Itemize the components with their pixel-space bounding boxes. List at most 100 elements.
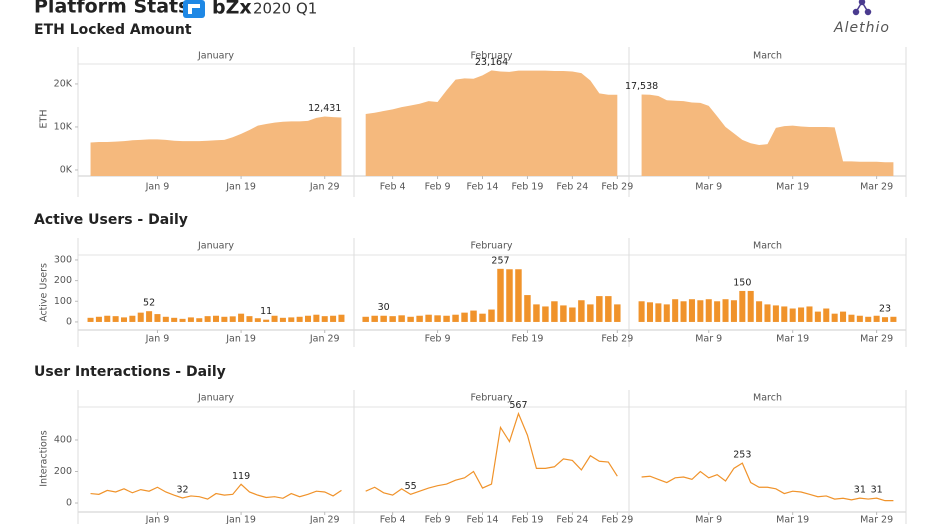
bar bbox=[434, 315, 441, 322]
data-label: 257 bbox=[491, 255, 509, 266]
y-tick-label: 200 bbox=[54, 466, 72, 477]
bar bbox=[560, 305, 567, 322]
bar bbox=[524, 295, 531, 322]
y-axis-label: Active Users bbox=[39, 263, 50, 322]
bar bbox=[338, 314, 345, 322]
bar bbox=[506, 269, 513, 322]
area bbox=[90, 116, 342, 176]
bar bbox=[304, 315, 312, 322]
bar bbox=[288, 317, 295, 322]
bar bbox=[806, 306, 813, 322]
line bbox=[641, 462, 894, 502]
bar bbox=[890, 316, 897, 322]
bar bbox=[497, 268, 504, 322]
chart-title: Active Users - Daily bbox=[34, 212, 188, 228]
bar bbox=[848, 314, 855, 322]
page-title: Platform Stats bbox=[34, 0, 189, 18]
brand-name: Alethio bbox=[833, 20, 890, 36]
bar bbox=[279, 317, 286, 322]
x-tick-label: Feb 9 bbox=[425, 334, 451, 345]
x-tick-label: Feb 19 bbox=[511, 334, 543, 345]
x-tick-label: Feb 24 bbox=[556, 182, 588, 193]
bar bbox=[638, 301, 645, 322]
y-tick-label: 0 bbox=[66, 316, 72, 327]
bar bbox=[380, 315, 387, 322]
bar bbox=[614, 304, 621, 322]
line bbox=[90, 483, 342, 500]
bar bbox=[212, 315, 220, 322]
bar bbox=[254, 318, 261, 322]
bar bbox=[137, 312, 144, 322]
bar bbox=[271, 315, 278, 322]
bar bbox=[246, 316, 253, 322]
bar bbox=[756, 301, 763, 322]
bar bbox=[587, 304, 594, 322]
bar bbox=[416, 315, 423, 322]
data-label: 253 bbox=[733, 450, 751, 461]
bar bbox=[663, 304, 670, 322]
bar bbox=[479, 313, 486, 322]
x-tick-label: Feb 14 bbox=[467, 515, 499, 524]
x-tick-label: Feb 29 bbox=[601, 334, 633, 345]
bar bbox=[87, 317, 94, 322]
bar bbox=[542, 306, 549, 322]
bar bbox=[873, 315, 880, 322]
bar bbox=[655, 303, 662, 322]
data-label: 55 bbox=[405, 481, 417, 492]
x-tick-label: Jan 29 bbox=[309, 182, 340, 193]
bar bbox=[425, 314, 432, 322]
bar bbox=[452, 314, 459, 322]
bar bbox=[221, 316, 228, 322]
bar bbox=[129, 315, 136, 322]
bar bbox=[814, 311, 821, 322]
bar bbox=[646, 302, 654, 322]
bar bbox=[856, 315, 863, 322]
data-label: 52 bbox=[143, 298, 155, 309]
bar bbox=[321, 316, 328, 322]
y-tick-label: 200 bbox=[54, 275, 72, 286]
bar bbox=[764, 304, 771, 322]
x-tick-label: Mar 19 bbox=[776, 515, 809, 524]
data-label: 23,164 bbox=[475, 57, 508, 68]
bar bbox=[443, 315, 450, 322]
bar bbox=[398, 315, 405, 322]
x-tick-label: Jan 9 bbox=[145, 334, 170, 345]
bar bbox=[196, 318, 203, 322]
x-tick-label: Mar 9 bbox=[695, 334, 722, 345]
bar bbox=[722, 299, 729, 322]
bar bbox=[187, 317, 194, 322]
bar bbox=[569, 307, 576, 322]
data-label: 567 bbox=[509, 400, 527, 411]
x-tick-label: Feb 19 bbox=[511, 515, 543, 524]
bar bbox=[840, 311, 847, 322]
data-label: 12,431 bbox=[308, 103, 341, 114]
bar bbox=[389, 316, 396, 322]
y-tick-label: 0 bbox=[66, 498, 72, 509]
area bbox=[641, 94, 894, 176]
x-tick-label: Mar 19 bbox=[776, 334, 809, 345]
bar bbox=[578, 300, 585, 322]
chart-title: ETH Locked Amount bbox=[34, 22, 192, 38]
bar bbox=[162, 316, 169, 322]
x-tick-label: Mar 29 bbox=[860, 515, 893, 524]
project-logo-glyph bbox=[188, 4, 200, 14]
bar bbox=[470, 310, 477, 322]
facet-title: February bbox=[470, 393, 512, 404]
period: 2020 Q1 bbox=[253, 0, 317, 18]
bar bbox=[146, 311, 153, 322]
bar bbox=[739, 290, 746, 322]
bar bbox=[865, 316, 872, 322]
x-tick-label: Jan 9 bbox=[145, 515, 170, 524]
x-tick-label: Feb 29 bbox=[601, 182, 633, 193]
x-tick-label: Jan 9 bbox=[145, 182, 170, 193]
x-tick-label: Feb 4 bbox=[380, 515, 406, 524]
facet-title: February bbox=[470, 241, 512, 252]
facet-title: January bbox=[197, 393, 234, 404]
bar bbox=[730, 300, 737, 322]
y-tick-label: 20K bbox=[54, 78, 73, 89]
project-name: bZx bbox=[212, 0, 252, 19]
x-tick-label: Jan 29 bbox=[309, 515, 340, 524]
data-label: 150 bbox=[733, 277, 751, 288]
bar bbox=[229, 316, 236, 322]
bar bbox=[596, 296, 603, 322]
